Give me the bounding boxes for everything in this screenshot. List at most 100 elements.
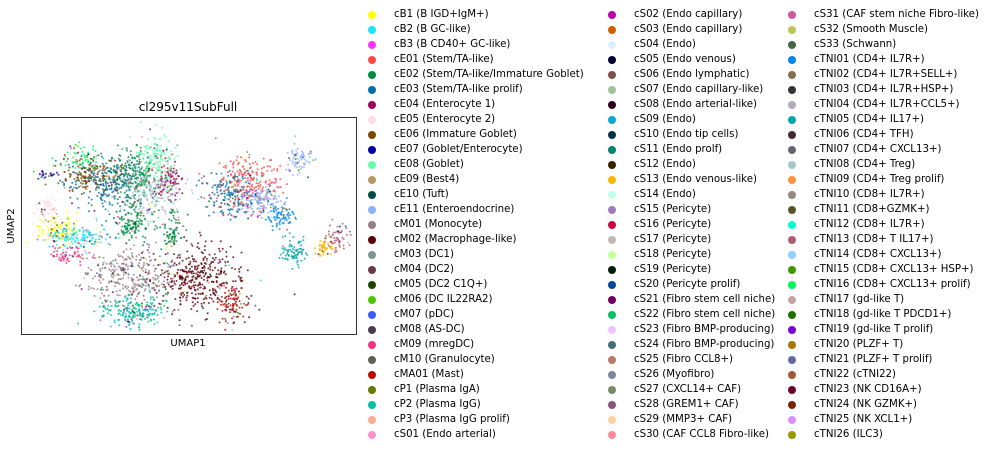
scatter-point [124,213,127,216]
scatter-point [101,188,104,191]
scatter-point [244,177,247,180]
scatter-point [71,242,74,245]
scatter-point [322,245,325,247]
scatter-point [234,198,237,201]
scatter-point [92,145,95,148]
legend-label: cS28 (GREM1+ CAF) [634,399,739,410]
scatter-point [63,170,66,173]
scatter-point [179,296,182,299]
scatter-point [295,162,298,165]
scatter-point [64,228,67,231]
scatter-point [71,161,74,164]
scatter-point [88,240,91,243]
scatter-point [270,193,273,196]
scatter-point [248,153,251,156]
scatter-point [120,170,122,173]
legend-item: cE07 (Goblet/Enterocyte) [365,142,584,157]
scatter-point [131,227,134,230]
scatter-point [167,275,170,278]
scatter-point [89,234,92,237]
scatter-point [102,306,105,309]
scatter-point [228,264,231,267]
scatter-point [98,273,101,276]
scatter-point [196,288,199,291]
scatter-point [126,225,129,228]
scatter-point [205,294,208,297]
scatter-point [140,177,143,180]
scatter-point [214,137,217,140]
scatter-point [165,148,168,151]
scatter-point [155,123,158,126]
scatter-point [111,189,114,192]
scatter-point [149,146,152,149]
scatter-point [139,274,141,276]
scatter-point [153,147,156,150]
scatter-point [128,174,131,177]
scatter-point [126,161,129,163]
scatter-point [99,183,102,186]
scatter-point [283,248,285,251]
scatter-point [120,217,123,220]
scatter-point [148,243,150,246]
scatter-point [158,187,161,190]
scatter-point [205,205,208,208]
scatter-point [163,199,166,202]
scatter-point [133,322,136,325]
scatter-point [284,254,287,257]
scatter-point [151,181,154,184]
scatter-point [208,263,211,266]
scatter-point [267,191,270,194]
scatter-point [97,154,100,157]
scatter-point [133,187,136,190]
scatter-point [115,179,118,182]
scatter-point [84,187,87,190]
scatter-point [99,275,102,278]
scatter-point [108,201,111,204]
scatter-point [138,171,141,174]
scatter-point [105,182,107,185]
scatter-point [130,293,133,296]
scatter-point [119,210,121,213]
scatter-point [156,144,159,147]
scatter-point [206,182,209,185]
scatter-point [130,212,133,215]
scatter-point [126,309,129,312]
scatter-point [116,189,118,192]
scatter-point [244,171,246,174]
scatter-point [167,156,170,159]
scatter-point [307,161,310,163]
scatter-point [119,205,122,208]
legend-marker [788,415,796,424]
scatter-point [129,135,132,138]
scatter-point [122,277,125,280]
scatter-point [139,211,142,214]
scatter-point [181,276,184,279]
scatter-point [258,196,261,199]
scatter-point [230,287,233,290]
scatter-point [342,247,345,250]
scatter-point [300,158,303,161]
scatter-point [102,182,105,185]
scatter-point [149,261,152,264]
scatter-point [317,253,320,256]
legend-item: cS16 (Pericyte) [605,217,775,232]
scatter-point [146,316,149,319]
scatter-point [66,217,69,220]
scatter-point [191,244,194,247]
scatter-point [251,162,254,165]
scatter-point [95,233,97,236]
scatter-point [42,211,45,214]
scatter-point [151,149,154,152]
scatter-point [227,305,230,308]
scatter-point [240,251,243,254]
scatter-point [214,266,217,269]
scatter-point [166,306,169,309]
legend-marker [608,400,616,409]
scatter-point [111,204,114,207]
legend-item: cS07 (Endo capillary-like) [605,82,775,97]
scatter-point [298,165,301,168]
scatter-point [237,184,239,187]
scatter-point [193,258,196,261]
legend-label: cE11 (Enteroendocrine) [394,204,515,215]
scatter-point [114,189,117,191]
